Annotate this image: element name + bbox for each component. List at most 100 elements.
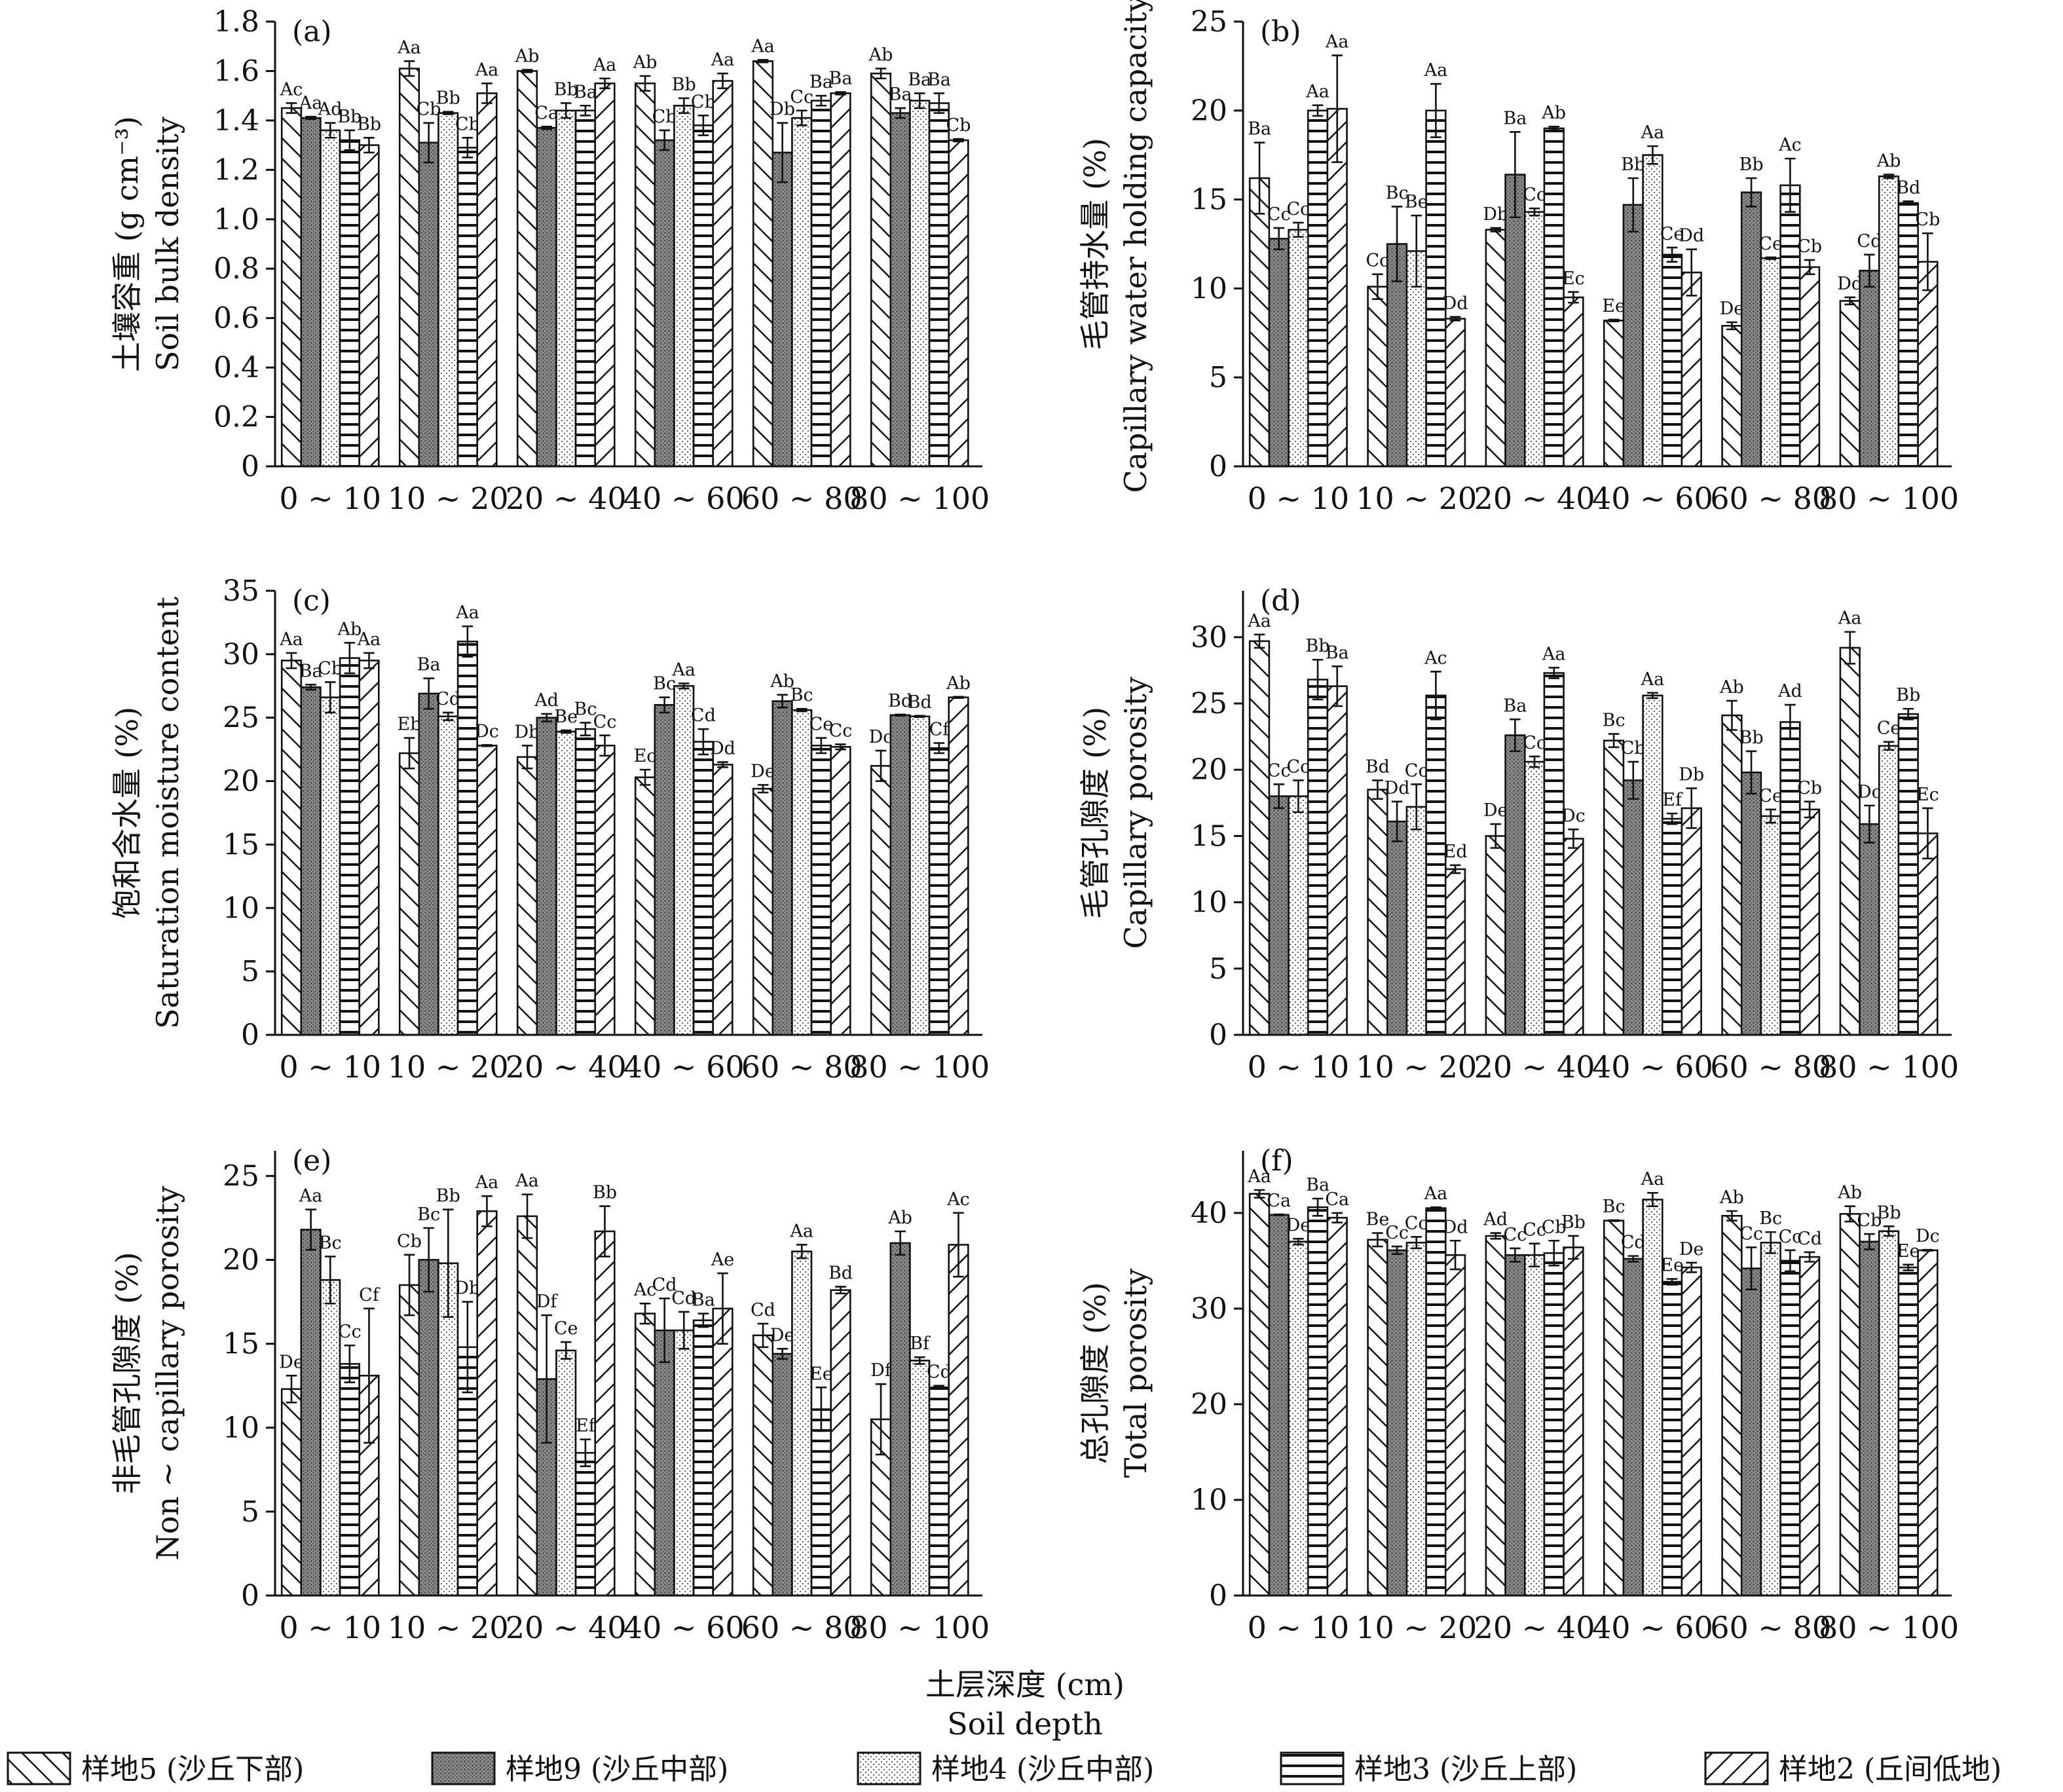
significance-label: Cd <box>691 705 716 726</box>
error-bar <box>1608 318 1620 322</box>
error-bar <box>521 745 533 770</box>
error-bar <box>1844 1205 1856 1223</box>
significance-label: Cc <box>1504 1225 1527 1245</box>
y-axis-title-cn: 非毛管孔隙度 (%) <box>109 1252 145 1494</box>
x-tick-label: 0 ~ 10 <box>279 481 381 516</box>
panel-tag: (f) <box>1260 1144 1293 1178</box>
panel-tag: (b) <box>1260 15 1301 48</box>
error-bar <box>875 67 887 80</box>
y-tick-label: 20 <box>1191 1388 1227 1421</box>
significance-label: Dc <box>1916 1226 1940 1246</box>
significance-label: Aa <box>1247 1167 1271 1187</box>
bar <box>437 715 459 1036</box>
significance-label: Ba <box>809 72 833 92</box>
significance-label: Dd <box>1443 1217 1468 1237</box>
bar <box>536 126 557 468</box>
significance-label: Cc <box>1287 756 1310 777</box>
error-bar <box>1548 1239 1560 1267</box>
significance-label: Db <box>1679 765 1704 785</box>
error-bar <box>1548 667 1560 679</box>
significance-label: Cb <box>946 115 971 136</box>
significance-label: Ba <box>1326 643 1349 663</box>
error-bar <box>815 94 827 107</box>
bar <box>574 109 596 468</box>
error-bar <box>344 1344 356 1383</box>
error-bar <box>1411 214 1422 288</box>
error-bar <box>1529 207 1540 217</box>
error-bar <box>1686 1261 1698 1273</box>
significance-label: Cd <box>436 689 460 709</box>
bar <box>1661 253 1683 468</box>
error-bar <box>1293 1238 1304 1246</box>
significance-label: Ca <box>1267 1191 1291 1211</box>
error-bar <box>1726 321 1738 331</box>
y-tick-label: 0 <box>1209 1018 1227 1052</box>
bar <box>830 92 851 468</box>
error-bar <box>757 59 769 64</box>
error-bar <box>1312 658 1324 701</box>
significance-label: Ba <box>908 69 931 90</box>
significance-label: Ba <box>417 655 441 675</box>
error-bar <box>580 1438 591 1468</box>
error-bar <box>1785 1249 1796 1273</box>
error-bar <box>286 1375 297 1404</box>
error-bar <box>1785 703 1796 740</box>
bar <box>1326 685 1348 1036</box>
error-bar <box>1529 755 1540 768</box>
error-bar <box>1686 248 1698 297</box>
bar <box>536 717 557 1036</box>
y-axis-title-en: Soil bulk density <box>150 117 185 371</box>
significance-label: Ac <box>280 80 303 100</box>
bar <box>1563 296 1584 468</box>
error-bar <box>895 107 906 119</box>
error-bar <box>1254 633 1265 649</box>
error-bar <box>1449 1239 1461 1271</box>
bar <box>909 715 931 1036</box>
error-bar <box>305 115 316 121</box>
significance-label: Cc <box>1405 1213 1428 1233</box>
bar <box>1798 808 1821 1036</box>
error-bar <box>659 696 670 714</box>
bar <box>673 1329 695 1597</box>
bar <box>1367 789 1388 1036</box>
significance-label: Ee <box>1897 1241 1920 1261</box>
bar <box>673 685 695 1036</box>
bar <box>771 151 793 468</box>
error-bar <box>521 69 533 73</box>
error-bar <box>639 768 651 786</box>
y-axis-title-cn: 毛管孔隙度 (%) <box>1077 707 1113 919</box>
x-tick-label: 20 ~ 40 <box>1474 1049 1595 1085</box>
bar <box>398 67 420 468</box>
bar <box>634 83 656 468</box>
significance-label: Aa <box>397 37 421 58</box>
significance-label: Ab <box>868 45 893 65</box>
error-bar <box>521 1193 533 1239</box>
significance-label: Ad <box>318 100 343 120</box>
significance-label: Bc <box>1759 1208 1782 1229</box>
significance-label: Bb <box>436 88 460 109</box>
significance-label: De <box>1286 1215 1311 1235</box>
error-bar <box>423 1227 434 1293</box>
error-bar <box>1254 141 1265 215</box>
error-bar <box>1785 157 1796 213</box>
error-bar <box>835 743 846 751</box>
significance-label: Aa <box>751 37 775 57</box>
significance-label: Cc <box>829 720 853 741</box>
significance-label: Aa <box>1542 644 1566 664</box>
bar <box>300 1229 322 1597</box>
error-bar <box>1430 83 1441 138</box>
bar <box>791 1250 813 1597</box>
bar <box>1425 694 1447 1036</box>
x-tick-label: 10 ~ 20 <box>1356 1610 1477 1645</box>
y-axis-title-cn: 土壤容重 (g cm⁻³) <box>109 116 145 372</box>
significance-label: Ab <box>337 619 362 639</box>
significance-label: Ca <box>534 103 559 123</box>
bar <box>1661 1280 1683 1597</box>
significance-label: Cc <box>1405 761 1428 781</box>
error-bar <box>1686 787 1698 829</box>
error-bar <box>1922 807 1933 860</box>
error-bar <box>1903 707 1914 720</box>
bar <box>673 105 695 468</box>
legend-label: 样地3 (沙丘上部) <box>1354 1753 1577 1786</box>
x-tick-label: 60 ~ 80 <box>741 1610 863 1645</box>
